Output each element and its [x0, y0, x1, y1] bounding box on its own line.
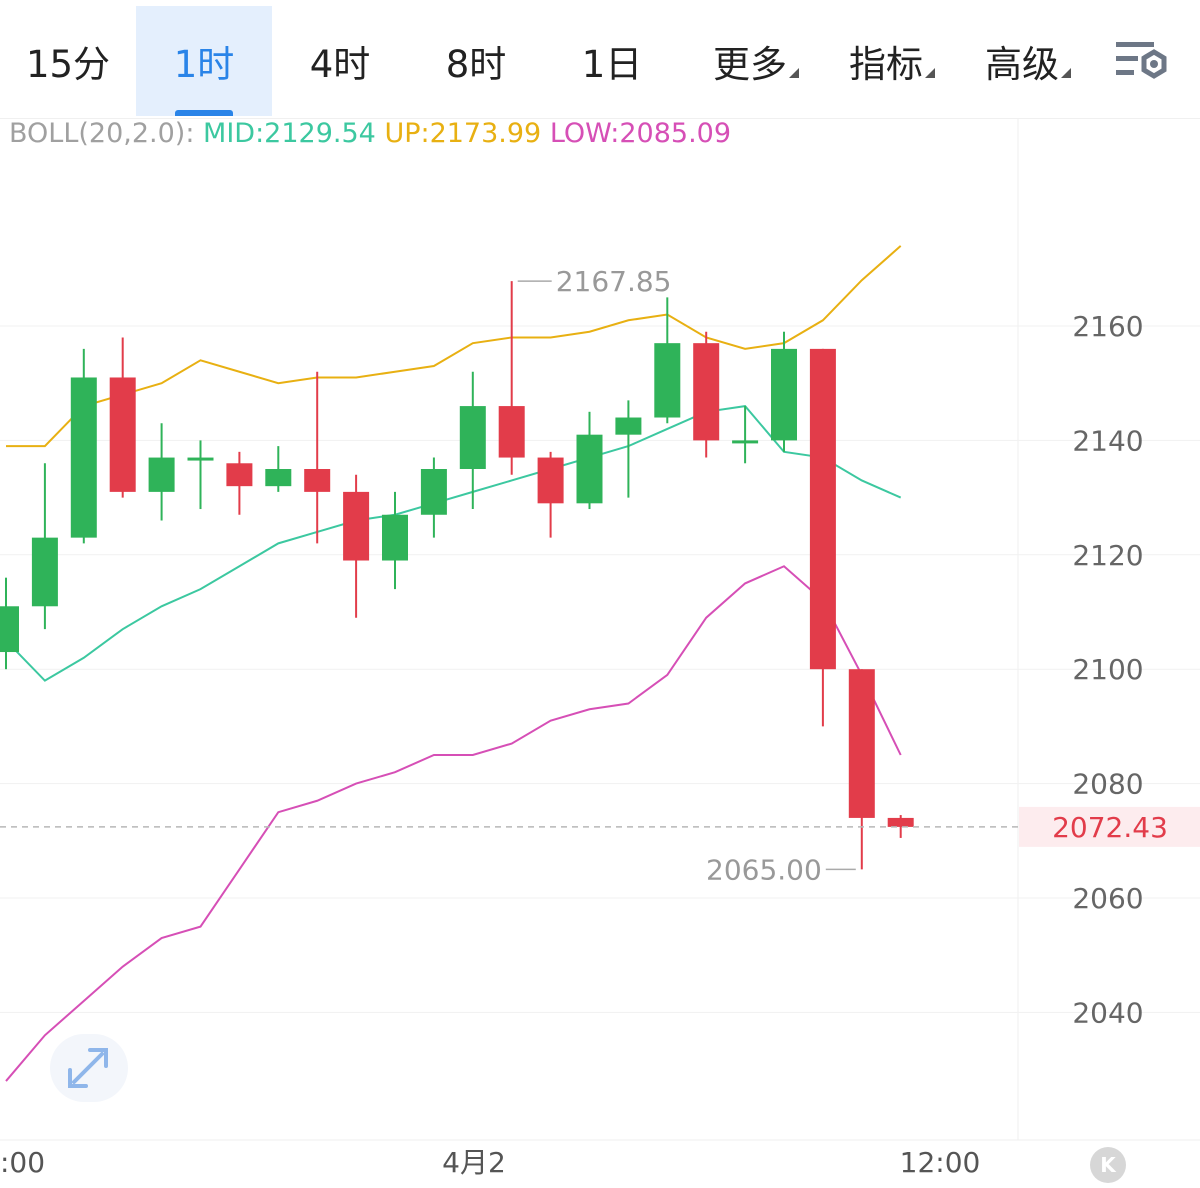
candle-body	[31, 537, 58, 607]
candle-down	[693, 331, 720, 458]
interval-tab-bar: 15分 1时 4时 8时 1日 更多 指标 高级	[0, 0, 1200, 119]
candle-down	[109, 337, 136, 498]
active-tab-indicator	[175, 110, 233, 116]
candle-body	[771, 348, 797, 441]
candle-body	[226, 463, 253, 487]
candle-up	[459, 371, 486, 510]
candle-body	[615, 417, 642, 435]
caret-down-icon	[789, 68, 799, 78]
candle-body	[809, 348, 836, 670]
candle-down	[498, 281, 525, 475]
candle-body	[654, 343, 681, 418]
y-tick-label: 2060	[1072, 882, 1143, 915]
candle-up	[732, 406, 759, 464]
boll-upper-line	[6, 245, 902, 448]
tab-15min[interactable]: 15分	[0, 6, 136, 116]
candle-up	[420, 457, 447, 538]
tab-label: 1日	[581, 43, 643, 86]
candle-up	[70, 348, 97, 544]
candle-body	[420, 469, 447, 515]
candle-body	[693, 343, 720, 441]
boll-name: BOLL(20,2.0):	[9, 118, 195, 149]
tab-4hour[interactable]: 4时	[272, 6, 408, 116]
candle-body	[304, 469, 331, 492]
expand-arrows-icon[interactable]	[50, 1034, 128, 1102]
boll-lower-line	[5, 565, 902, 1082]
candle-body	[0, 606, 19, 653]
last-price-tag	[1019, 806, 1200, 847]
min-price-label: 2065.00	[706, 853, 822, 886]
candle-up	[0, 577, 19, 670]
candle-body	[265, 469, 292, 487]
candle-down	[809, 348, 836, 727]
tab-label: 高级	[985, 43, 1059, 86]
candle-body	[887, 817, 914, 827]
kline-toggle-button[interactable]: K	[1090, 1147, 1126, 1183]
tab-label: 指标	[849, 43, 923, 86]
candle-up	[187, 440, 214, 510]
y-tick-label: 2140	[1072, 424, 1143, 457]
candle-up	[615, 400, 642, 498]
candle-down	[226, 451, 253, 515]
y-tick-label: 2160	[1072, 310, 1143, 343]
x-tick-label: :00	[0, 1146, 45, 1179]
candle-body	[848, 669, 875, 818]
max-price-label: 2167.85	[556, 265, 672, 298]
kline-button-label: K	[1100, 1153, 1116, 1177]
boll-mid-value: MID:2129.54	[203, 118, 376, 149]
tab-advanced-dropdown[interactable]: 高级	[972, 6, 1084, 116]
y-tick-label: 2120	[1072, 539, 1143, 572]
tab-label: 15分	[25, 43, 111, 86]
candle-up	[265, 446, 292, 492]
tab-more-dropdown[interactable]: 更多	[700, 6, 812, 116]
tab-label: 1时	[173, 43, 235, 86]
candle-up	[771, 331, 797, 452]
boll-mid-line	[5, 405, 902, 682]
candle-down	[343, 474, 370, 618]
candle-down	[304, 371, 331, 544]
candle-down	[887, 815, 914, 838]
y-tick-label: 2100	[1072, 653, 1143, 686]
boll-low-value: LOW:2085.09	[549, 118, 732, 149]
tab-8hour[interactable]: 8时	[408, 6, 544, 116]
candle-body	[187, 457, 214, 461]
boll-indicator-legend: BOLL(20,2.0): MID:2129.54 UP:2173.99 LOW…	[9, 118, 731, 149]
candle-body	[537, 457, 564, 504]
tab-1day[interactable]: 1日	[544, 6, 680, 116]
candle-up	[148, 423, 175, 521]
candle-body	[148, 457, 175, 492]
candle-body	[109, 377, 136, 492]
candle-up	[576, 411, 603, 510]
candle-up	[31, 463, 58, 630]
candle-down	[537, 451, 564, 538]
caret-down-icon	[1061, 68, 1071, 78]
x-tick-label: 12:00	[900, 1146, 981, 1179]
candle-body	[576, 434, 603, 504]
boll-up-value: UP:2173.99	[384, 118, 542, 149]
candle-up	[382, 491, 408, 590]
candle-body	[343, 491, 370, 561]
y-tick-label: 2040	[1072, 996, 1143, 1029]
candle-body	[459, 406, 486, 469]
tab-label: 更多	[713, 43, 787, 86]
last-price-label: 2072.43	[1052, 811, 1168, 844]
x-tick-label: 4月2	[442, 1146, 506, 1179]
candle-body	[382, 514, 408, 561]
candle-up	[654, 297, 681, 424]
tab-indicators-dropdown[interactable]: 指标	[836, 6, 948, 116]
candle-body	[732, 440, 759, 444]
chart-settings-icon[interactable]	[1112, 38, 1174, 84]
tab-1hour[interactable]: 1时	[136, 6, 272, 116]
caret-down-icon	[925, 68, 935, 78]
y-tick-label: 2080	[1072, 768, 1143, 801]
candle-body	[70, 377, 97, 538]
candle-body	[498, 406, 525, 458]
tab-label: 8时	[445, 43, 507, 86]
tab-label: 4时	[309, 43, 371, 86]
candle-down	[848, 669, 875, 870]
